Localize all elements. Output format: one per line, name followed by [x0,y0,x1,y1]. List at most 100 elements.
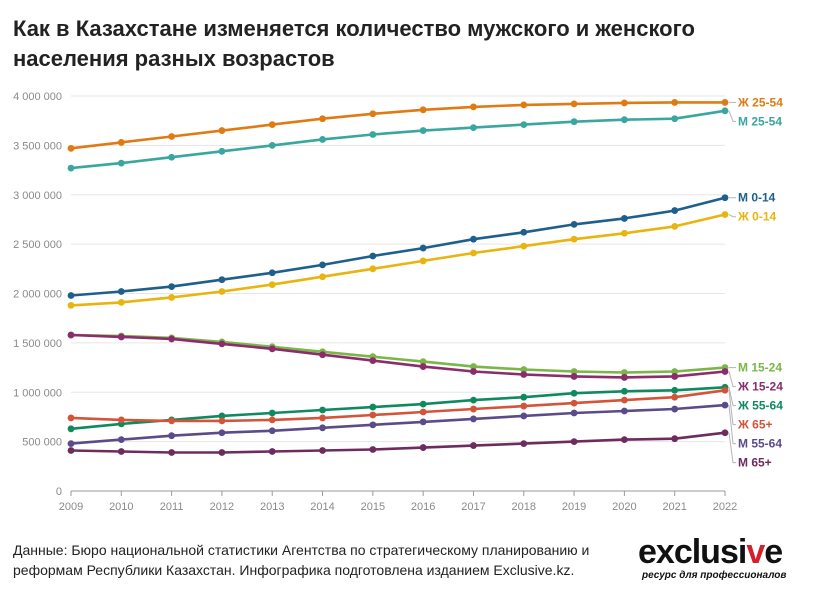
data-point [268,121,276,129]
series-line [69,388,727,423]
data-point [369,421,377,429]
data-point [520,393,528,401]
series-М-25-54 [67,107,729,172]
series-label-Ж-65plus: Ж 65+ [728,390,773,432]
x-tick-label: 2016 [411,501,435,513]
y-tick-label: 4 000 000 [13,91,62,103]
data-point [319,136,326,143]
data-point [369,403,377,411]
data-point [470,249,477,257]
data-point [721,107,729,115]
data-point [319,414,326,422]
data-point [570,118,578,126]
x-tick-label: 2018 [512,501,536,513]
data-point [369,131,377,138]
label-connector [728,387,736,407]
data-point [520,242,528,250]
data-point [470,442,477,449]
data-point [520,412,528,420]
y-tick-label: 1 000 000 [13,387,62,399]
data-point [218,449,226,456]
data-point [419,257,427,265]
data-point [67,447,75,454]
data-point [470,103,477,111]
data-point [419,106,427,114]
data-point [319,115,326,123]
data-point [620,215,628,222]
series-Ж-0-14 [67,211,729,309]
y-tick-label: 1 500 000 [13,338,62,350]
series-label-Ж-25-54: Ж 25-54 [729,95,783,109]
series-line [69,196,727,297]
data-point [319,273,326,281]
data-point [470,396,477,404]
data-point [168,417,176,425]
x-tick-label: 2022 [713,501,737,513]
series-label: М 0-14 [738,191,776,205]
data-point [671,386,679,394]
series-label-М-55-64: М 55-64 [728,405,782,451]
data-point [369,110,377,118]
x-tick-label: 2010 [109,501,133,513]
data-point [671,435,679,443]
data-point [268,345,276,353]
data-point [319,424,326,432]
data-point [319,261,326,269]
series-Ж-25-54 [67,99,729,152]
data-point [319,406,326,414]
label-connector [728,371,736,388]
series-label-М-0-14: М 0-14 [729,191,776,205]
data-point [419,418,427,426]
series-line [69,109,727,170]
x-tick-label: 2017 [461,501,485,513]
data-point [470,235,477,243]
data-point [218,412,226,420]
y-tick-label: 3 500 000 [13,140,62,152]
x-tick-label: 2019 [562,501,586,513]
exclusive-logo: exclusive ресурс для профессионалов [636,533,812,587]
series-label-Ж-15-24: Ж 15-24 [728,371,783,394]
data-point [620,436,628,444]
data-point [570,368,578,375]
series-line [69,333,727,379]
data-point [419,408,427,416]
data-point [671,115,679,123]
data-point [721,386,729,394]
data-point [721,99,729,106]
data-point [520,121,528,129]
logo-wordmark: exclusive [638,533,783,571]
series-label-Ж-55-64: Ж 55-64 [728,387,783,413]
data-point [168,449,176,456]
y-tick-label: 2 000 000 [13,289,62,301]
data-point [168,432,176,440]
series-label-М-65plus: М 65+ [728,432,772,470]
data-point [520,440,528,447]
data-point [117,416,125,424]
series-line [69,431,727,454]
label-connector [728,110,736,122]
data-point [268,269,276,277]
data-point [721,211,729,218]
label-connector [728,214,736,218]
series-Ж-55-64 [67,383,729,433]
label-connector [728,390,736,426]
data-point [319,351,326,359]
data-point [419,363,427,370]
data-point [671,99,679,106]
data-point [117,298,125,306]
data-point [470,368,477,375]
series-label: Ж 15-24 [737,380,783,394]
data-point [570,399,578,407]
data-point [721,194,729,202]
series-label: М 15-24 [738,361,782,375]
data-point [520,366,528,373]
data-point [218,340,226,348]
data-point [620,374,628,381]
x-tick-label: 2009 [59,501,83,513]
data-point [671,207,679,214]
data-point [570,389,578,397]
data-point [218,147,226,155]
data-point [570,409,578,417]
series-line [69,213,727,307]
data-point [268,281,276,289]
